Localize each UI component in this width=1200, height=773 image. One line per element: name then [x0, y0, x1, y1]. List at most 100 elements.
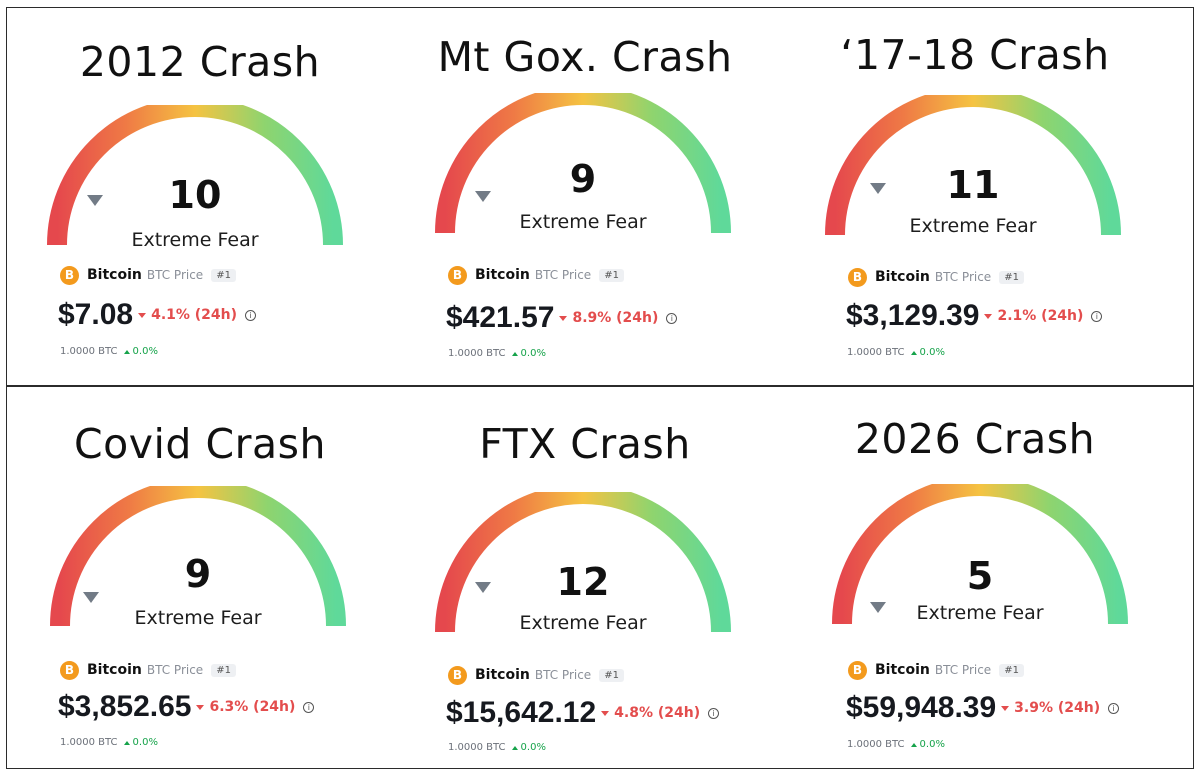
sentiment-label: Extreme Fear	[519, 211, 647, 233]
panel-title: Covid Crash	[74, 420, 326, 468]
coin-symbol: BTC Price	[146, 663, 204, 677]
info-icon[interactable]: i	[245, 309, 257, 321]
price-row: $3,129.39 2.1% (24h) i	[846, 299, 1103, 333]
btc-price: $3,852.65	[58, 690, 192, 723]
info-icon[interactable]: i	[303, 701, 315, 713]
sentiment-label: Extreme Fear	[519, 612, 647, 634]
crash-panel-covid: Covid Crash 9 Extreme Fear B Bitcoin BTC…	[0, 392, 400, 772]
caret-down-icon	[984, 313, 993, 319]
info-icon[interactable]: i	[666, 312, 678, 324]
panel-title: ‘17-18 Crash	[840, 31, 1110, 79]
coin-name: Bitcoin	[87, 267, 142, 283]
fear-greed-score: 12	[556, 560, 610, 604]
row-divider	[6, 385, 1194, 387]
btc-amount: 1.0000 BTC	[60, 346, 118, 357]
gauge-arc-icon	[435, 492, 731, 633]
rank-badge: #1	[999, 270, 1024, 284]
coin-row: B Bitcoin BTC Price #1	[448, 265, 624, 285]
panel-title: FTX Crash	[479, 420, 691, 468]
btc-price: $15,642.12	[446, 696, 597, 729]
coin-row: B Bitcoin BTC Price #1	[848, 267, 1024, 287]
btc-row: 1.0000 BTC 0.0%	[60, 346, 158, 357]
coin-row: B Bitcoin BTC Price #1	[448, 665, 624, 685]
btc-row: 1.0000 BTC 0.0%	[847, 347, 945, 358]
price-row: $59,948.39 3.9% (24h) i	[846, 691, 1120, 725]
coin-symbol: BTC Price	[534, 268, 592, 282]
price-change: 4.8% (24h)	[614, 705, 701, 721]
price-change: 8.9% (24h)	[572, 310, 659, 326]
bitcoin-icon: B	[448, 265, 467, 285]
crash-panel-2012: 2012 Crash 10 Extreme Fear B Bitcoin BTC…	[0, 10, 400, 390]
fear-greed-gauge: 5 Extreme Fear	[830, 484, 1130, 654]
bitcoin-icon: B	[848, 660, 867, 680]
btc-row: 1.0000 BTC 0.0%	[448, 348, 546, 359]
sentiment-label: Extreme Fear	[131, 229, 259, 251]
panel-title: 2026 Crash	[854, 415, 1096, 463]
bitcoin-icon: B	[60, 660, 79, 680]
btc-change: 0.0%	[520, 348, 546, 359]
fear-greed-gauge: 9 Extreme Fear	[433, 93, 733, 263]
caret-up-icon	[910, 742, 917, 747]
bitcoin-icon: B	[448, 665, 467, 685]
sentiment-label: Extreme Fear	[909, 215, 1037, 237]
coin-row: B Bitcoin BTC Price #1	[60, 265, 236, 285]
coin-symbol: BTC Price	[534, 668, 592, 682]
btc-row: 1.0000 BTC 0.0%	[448, 742, 546, 753]
gauge-pointer-icon	[475, 582, 491, 593]
rank-badge: #1	[999, 663, 1024, 677]
coin-symbol: BTC Price	[146, 268, 204, 282]
fear-greed-score: 11	[946, 163, 1000, 207]
gauge-pointer-icon	[475, 191, 491, 202]
crash-panel-ftx: FTX Crash 12 Extreme Fear B Bitcoin BTC …	[385, 392, 785, 772]
btc-amount: 1.0000 BTC	[847, 739, 905, 750]
price-row: $3,852.65 6.3% (24h) i	[58, 690, 315, 724]
gauge-pointer-icon	[83, 592, 99, 603]
crash-panel-mtgox: Mt Gox. Crash 9 Extreme Fear B Bitcoin B…	[385, 5, 785, 385]
fear-greed-score: 9	[569, 157, 597, 201]
fear-greed-score: 9	[184, 552, 212, 596]
sentiment-label: Extreme Fear	[134, 607, 262, 629]
btc-amount: 1.0000 BTC	[448, 348, 506, 359]
caret-down-icon	[601, 710, 610, 716]
fear-greed-score: 5	[966, 554, 994, 598]
bitcoin-icon: B	[60, 265, 79, 285]
info-icon[interactable]: i	[1108, 702, 1120, 714]
btc-row: 1.0000 BTC 0.0%	[847, 739, 945, 750]
coin-row: B Bitcoin BTC Price #1	[848, 660, 1024, 680]
price-change: 6.3% (24h)	[209, 699, 296, 715]
fear-greed-score: 10	[168, 173, 222, 217]
coin-name: Bitcoin	[475, 267, 530, 283]
crash-panel-2017-18: ‘17-18 Crash 11 Extreme Fear B Bitcoin B…	[775, 3, 1175, 383]
btc-price: $59,948.39	[846, 691, 997, 724]
gauge-pointer-icon	[870, 183, 886, 194]
caret-down-icon	[1001, 705, 1010, 711]
caret-up-icon	[910, 350, 917, 355]
gauge-arc-icon	[435, 93, 731, 234]
caret-down-icon	[559, 315, 568, 321]
price-row: $15,642.12 4.8% (24h) i	[446, 696, 720, 730]
caret-up-icon	[123, 349, 130, 354]
collage-frame	[6, 7, 1194, 769]
coin-symbol: BTC Price	[934, 270, 992, 284]
btc-change: 0.0%	[132, 346, 158, 357]
btc-change: 0.0%	[919, 739, 945, 750]
panel-title: 2012 Crash	[79, 38, 321, 86]
coin-name: Bitcoin	[475, 667, 530, 683]
btc-change: 0.0%	[919, 347, 945, 358]
btc-row: 1.0000 BTC 0.0%	[60, 737, 158, 748]
gauge-pointer-icon	[870, 602, 886, 613]
fear-greed-gauge: 11 Extreme Fear	[823, 95, 1123, 265]
sentiment-label: Extreme Fear	[916, 602, 1044, 624]
coin-name: Bitcoin	[875, 662, 930, 678]
coin-row: B Bitcoin BTC Price #1	[60, 660, 236, 680]
gauge-arc-icon	[832, 484, 1128, 625]
info-icon[interactable]: i	[1091, 310, 1103, 322]
gauge-arc-icon	[47, 105, 343, 246]
btc-price: $7.08	[58, 298, 134, 331]
info-icon[interactable]: i	[708, 707, 720, 719]
btc-amount: 1.0000 BTC	[847, 347, 905, 358]
rank-badge: #1	[211, 663, 236, 677]
crash-panel-2026: 2026 Crash 5 Extreme Fear B Bitcoin BTC …	[775, 390, 1175, 770]
caret-up-icon	[123, 740, 130, 745]
caret-down-icon	[138, 312, 147, 318]
